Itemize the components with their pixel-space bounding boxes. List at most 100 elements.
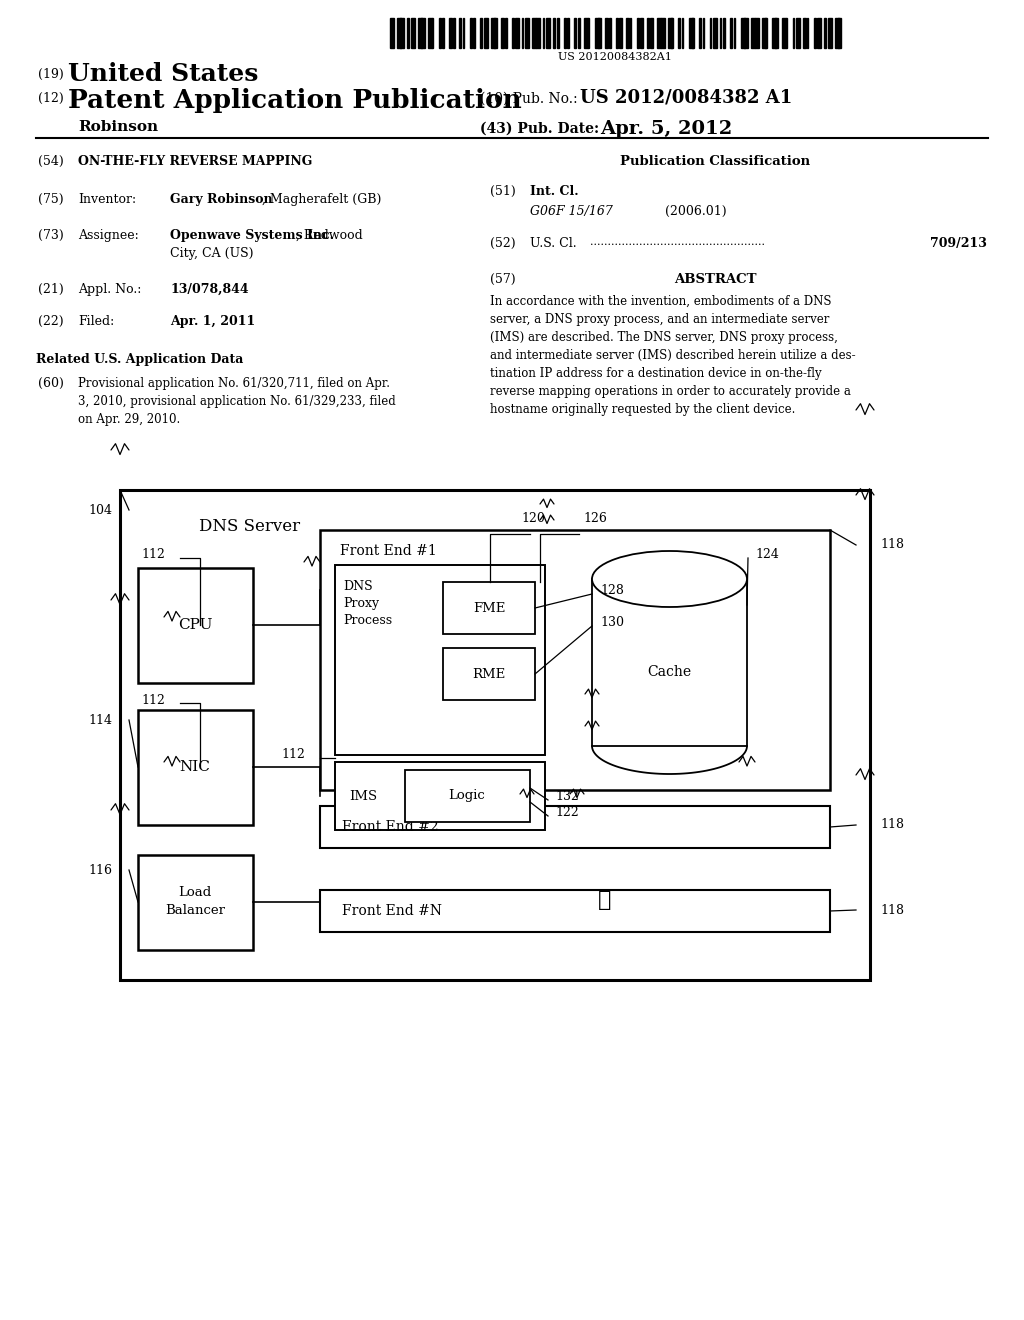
Bar xyxy=(525,18,529,48)
Text: DNS Server: DNS Server xyxy=(200,517,301,535)
Text: 112: 112 xyxy=(282,748,305,762)
Bar xyxy=(660,18,665,48)
Text: 116: 116 xyxy=(88,863,112,876)
Bar xyxy=(532,18,537,48)
Bar xyxy=(817,18,821,48)
Text: (21): (21) xyxy=(38,282,63,296)
Text: Filed:: Filed: xyxy=(78,315,115,327)
Text: 13/078,844: 13/078,844 xyxy=(170,282,249,296)
Text: Openwave Systems Inc.: Openwave Systems Inc. xyxy=(170,228,334,242)
Bar xyxy=(480,18,482,48)
Bar xyxy=(443,582,535,634)
Bar xyxy=(418,18,422,48)
Text: 124: 124 xyxy=(755,549,779,561)
Bar xyxy=(710,18,711,48)
Bar xyxy=(647,18,649,48)
Text: (IMS) are described. The DNS server, DNS proxy process,: (IMS) are described. The DNS server, DNS… xyxy=(490,331,838,345)
Text: Load
Balancer: Load Balancer xyxy=(165,887,225,917)
Bar xyxy=(438,18,441,48)
Bar xyxy=(138,568,253,682)
Bar xyxy=(702,18,705,48)
Text: NIC: NIC xyxy=(179,760,211,774)
Bar xyxy=(390,18,394,48)
Bar xyxy=(699,18,700,48)
Text: DNS
Proxy
Process: DNS Proxy Process xyxy=(343,579,392,627)
Bar xyxy=(824,18,825,48)
Text: 118: 118 xyxy=(880,818,904,832)
Bar xyxy=(319,531,830,789)
Text: U.S. Cl.: U.S. Cl. xyxy=(530,238,577,249)
Bar xyxy=(553,18,555,48)
Text: (75): (75) xyxy=(38,193,63,206)
Bar xyxy=(740,18,744,48)
Bar xyxy=(505,18,507,48)
Text: Apr. 1, 2011: Apr. 1, 2011 xyxy=(170,315,255,327)
Bar xyxy=(615,18,618,48)
Bar xyxy=(672,18,673,48)
Text: 128: 128 xyxy=(600,583,624,597)
Bar xyxy=(595,18,599,48)
Bar xyxy=(668,18,672,48)
Text: , Redwood: , Redwood xyxy=(296,228,362,242)
Bar xyxy=(713,18,717,48)
Text: server, a DNS proxy process, and an intermediate server: server, a DNS proxy process, and an inte… xyxy=(490,313,829,326)
Text: 120: 120 xyxy=(521,511,545,524)
Bar xyxy=(138,855,253,950)
Text: tination IP address for a destination device in on-the-fly: tination IP address for a destination de… xyxy=(490,367,821,380)
Bar xyxy=(557,18,559,48)
Bar xyxy=(692,18,693,48)
Bar xyxy=(827,18,831,48)
Bar xyxy=(689,18,692,48)
Text: (12): (12) xyxy=(38,92,63,106)
Bar xyxy=(588,18,590,48)
Bar xyxy=(678,18,680,48)
Text: (2006.01): (2006.01) xyxy=(665,205,727,218)
Bar xyxy=(501,18,504,48)
Text: Publication Classification: Publication Classification xyxy=(620,154,810,168)
Bar xyxy=(657,18,662,48)
Bar xyxy=(138,710,253,825)
Text: 709/213: 709/213 xyxy=(930,238,987,249)
Text: reverse mapping operations in order to accurately provide a: reverse mapping operations in order to a… xyxy=(490,385,851,399)
Text: Apr. 5, 2012: Apr. 5, 2012 xyxy=(600,120,732,139)
Bar xyxy=(637,18,639,48)
Bar xyxy=(782,18,786,48)
Bar xyxy=(775,18,778,48)
Bar xyxy=(319,890,830,932)
Bar xyxy=(797,18,801,48)
Text: 112: 112 xyxy=(141,693,165,706)
Text: Appl. No.:: Appl. No.: xyxy=(78,282,141,296)
Text: In accordance with the invention, embodiments of a DNS: In accordance with the invention, embodi… xyxy=(490,294,831,308)
Bar xyxy=(640,18,642,48)
Bar xyxy=(400,18,404,48)
Bar xyxy=(495,18,497,48)
Text: US 20120084382A1: US 20120084382A1 xyxy=(558,51,672,62)
Text: , Magherafelt (GB): , Magherafelt (GB) xyxy=(262,193,381,206)
Text: (60): (60) xyxy=(38,378,63,389)
Bar xyxy=(807,18,808,48)
Bar xyxy=(620,18,622,48)
Text: City, CA (US): City, CA (US) xyxy=(170,247,254,260)
Bar xyxy=(319,807,830,847)
Bar xyxy=(785,18,787,48)
Bar xyxy=(567,18,568,48)
Bar xyxy=(543,18,545,48)
Bar xyxy=(762,18,766,48)
Text: Patent Application Publication: Patent Application Publication xyxy=(68,88,522,114)
Bar xyxy=(793,18,795,48)
Text: 118: 118 xyxy=(880,539,904,552)
Bar xyxy=(522,18,523,48)
Bar xyxy=(723,18,725,48)
Text: RME: RME xyxy=(472,668,506,681)
Bar xyxy=(838,18,841,48)
Bar xyxy=(408,18,409,48)
Text: Robinson: Robinson xyxy=(78,120,158,135)
Text: 122: 122 xyxy=(555,805,579,818)
Text: (43) Pub. Date:: (43) Pub. Date: xyxy=(480,121,599,136)
Bar xyxy=(490,18,495,48)
Text: (52): (52) xyxy=(490,238,516,249)
Text: Gary Robinson: Gary Robinson xyxy=(170,193,272,206)
Bar xyxy=(592,579,746,746)
Text: ..................................................: ........................................… xyxy=(590,238,765,247)
Bar xyxy=(563,18,566,48)
